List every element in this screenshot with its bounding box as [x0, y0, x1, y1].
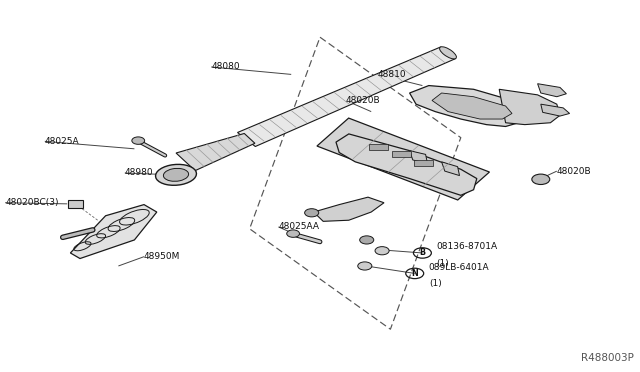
Text: (1): (1) — [436, 259, 449, 267]
Polygon shape — [432, 93, 512, 119]
Circle shape — [532, 174, 550, 185]
Text: 48080: 48080 — [211, 62, 240, 71]
Circle shape — [360, 236, 374, 244]
Polygon shape — [336, 134, 477, 195]
FancyBboxPatch shape — [392, 151, 411, 157]
Polygon shape — [314, 197, 384, 221]
Polygon shape — [541, 104, 570, 116]
Text: B: B — [419, 248, 426, 257]
Polygon shape — [499, 89, 560, 125]
Text: 08136-8701A: 08136-8701A — [436, 242, 498, 251]
Circle shape — [287, 230, 300, 237]
Text: 48810: 48810 — [378, 70, 406, 79]
Text: 48025A: 48025A — [45, 137, 79, 146]
FancyBboxPatch shape — [414, 160, 433, 166]
Ellipse shape — [156, 164, 196, 185]
Polygon shape — [237, 47, 456, 147]
Text: 48020B: 48020B — [557, 167, 591, 176]
Polygon shape — [176, 134, 255, 171]
Circle shape — [132, 137, 145, 144]
Polygon shape — [442, 162, 460, 176]
FancyBboxPatch shape — [68, 200, 83, 208]
Text: 48980: 48980 — [125, 169, 154, 177]
Text: R488003P: R488003P — [580, 353, 634, 363]
FancyBboxPatch shape — [369, 144, 388, 150]
Polygon shape — [70, 205, 157, 259]
Text: 089LB-6401A: 089LB-6401A — [429, 263, 490, 272]
Text: 48025AA: 48025AA — [278, 222, 319, 231]
Circle shape — [305, 209, 319, 217]
Polygon shape — [317, 118, 490, 200]
Text: 48020B: 48020B — [346, 96, 380, 105]
Circle shape — [375, 247, 389, 255]
Text: 48950M: 48950M — [144, 252, 180, 261]
Polygon shape — [410, 151, 428, 164]
Text: N: N — [412, 269, 418, 278]
Text: 48020BC(3): 48020BC(3) — [5, 198, 59, 207]
Ellipse shape — [163, 169, 189, 181]
Circle shape — [358, 262, 372, 270]
Text: (1): (1) — [429, 279, 442, 288]
Polygon shape — [538, 84, 566, 97]
Polygon shape — [410, 86, 525, 126]
Ellipse shape — [440, 47, 456, 59]
